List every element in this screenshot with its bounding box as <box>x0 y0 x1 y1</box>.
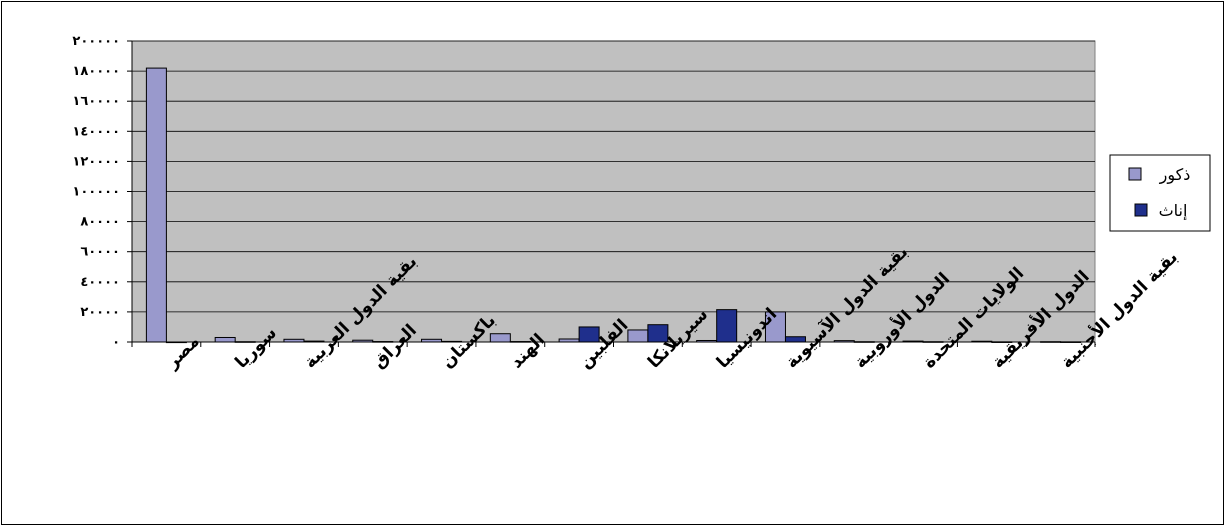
legend: ذكور إناث <box>1109 154 1211 232</box>
legend-swatch-male <box>1128 167 1142 181</box>
legend-swatch-female <box>1134 203 1148 217</box>
y-tick-label: ٢٠٠٠٠٠ <box>72 34 120 49</box>
bar-male <box>627 329 649 343</box>
y-tick-label: ٤٠٠٠٠ <box>80 275 120 290</box>
y-tick-labels: ٠ ٢٠٠٠٠ ٤٠٠٠٠ ٦٠٠٠٠ ٨٠٠٠٠ ١٠٠٠٠٠ ١٢٠٠٠٠ ١٤٠٠٠٠ ١… <box>72 34 120 350</box>
y-tick-label: ١٦٠٠٠٠ <box>72 94 120 109</box>
axes <box>127 40 1096 347</box>
y-tick-label: ١٨٠٠٠٠ <box>72 64 120 79</box>
y-tick-label: ٢٠٠٠٠ <box>80 305 120 320</box>
legend-label-female: إناث <box>1159 201 1188 220</box>
y-tick-label: ٠ <box>112 335 120 350</box>
bar-male <box>145 67 167 343</box>
gridlines <box>132 40 1095 313</box>
y-tick-label: ١٤٠٠٠٠ <box>72 124 120 139</box>
y-tick-label: ٨٠٠٠٠ <box>80 215 120 230</box>
y-tick-label: ٦٠٠٠٠ <box>80 245 120 260</box>
bar-male <box>489 333 511 343</box>
y-tick-label: ١٢٠٠٠٠ <box>72 154 120 169</box>
bar-male <box>214 336 236 343</box>
legend-label-male: ذكور <box>1159 165 1191 185</box>
y-tick-label: ١٠٠٠٠٠ <box>72 185 120 200</box>
legend-box <box>1109 154 1211 232</box>
